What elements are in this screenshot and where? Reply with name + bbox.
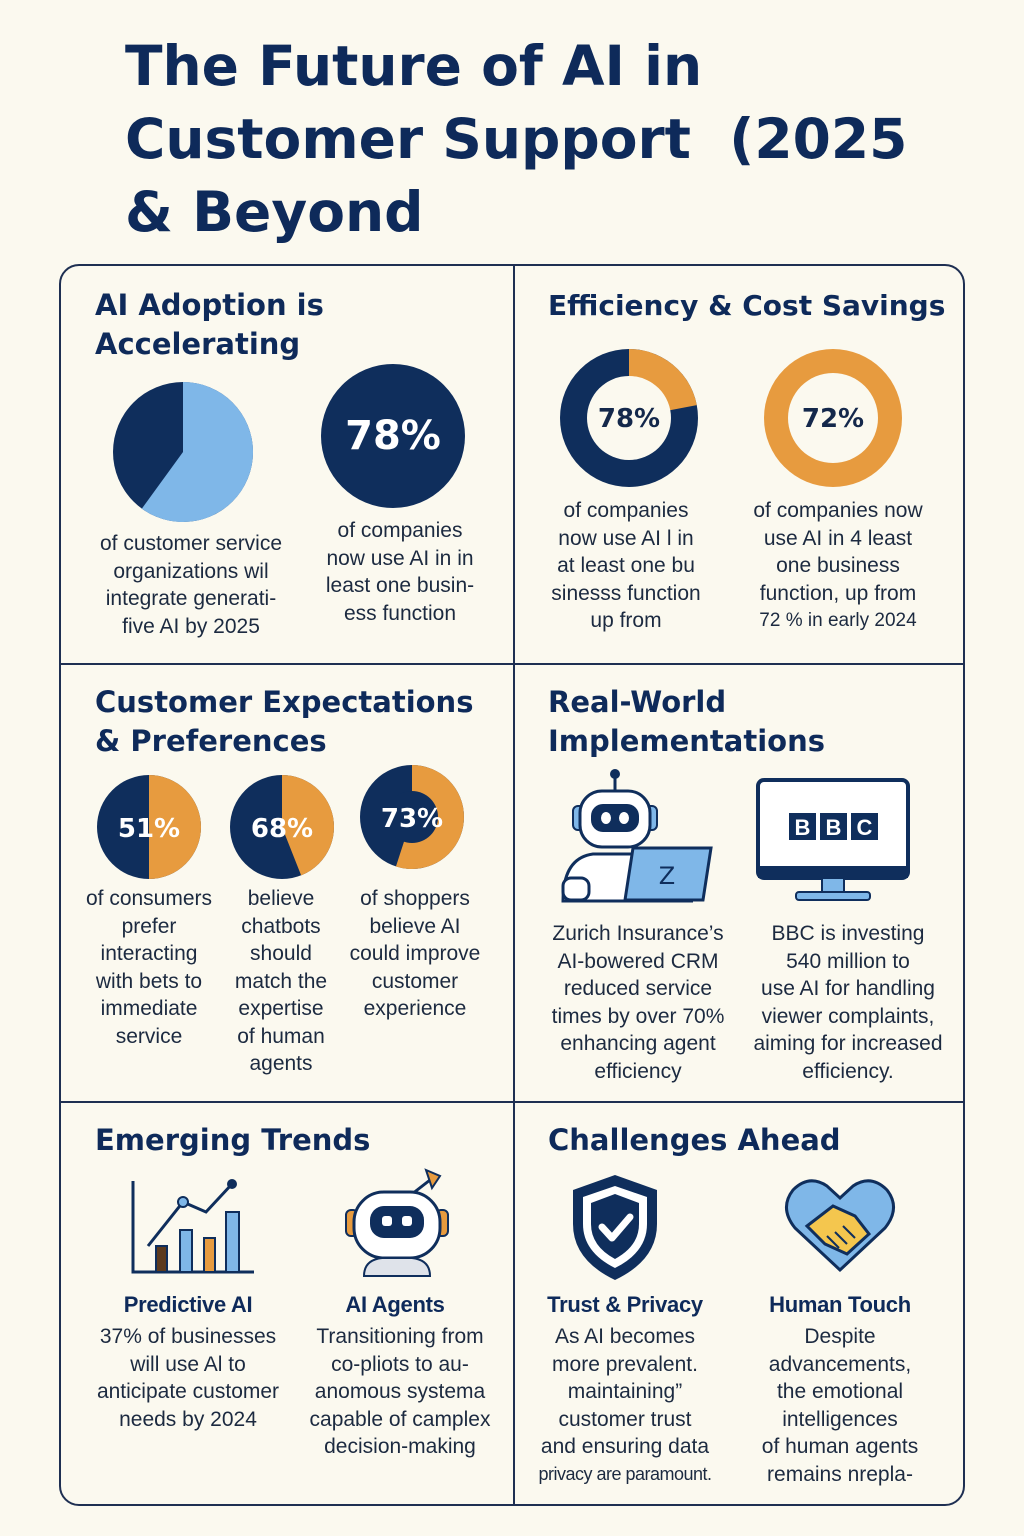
logo-letter: C: [857, 815, 873, 840]
logo-letter: B: [826, 815, 842, 840]
title-line: & Beyond: [125, 180, 424, 244]
bbc-monitor-icon: B B C: [756, 778, 910, 901]
stat-value: 73%: [381, 804, 443, 834]
trend-chart-icon: [131, 1179, 254, 1274]
implementation-caption-bbc: BBC is investing 540 million to use AI f…: [753, 922, 943, 1083]
expectation-ring-73: 73%: [360, 765, 464, 869]
ring-value: 72%: [802, 404, 864, 434]
section-heading-expectations: Customer Expectations & Preferences: [95, 685, 474, 758]
challenge-title-trust: Trust & Privacy: [547, 1292, 703, 1317]
section-heading-implementations: Real-World Implementations: [548, 685, 825, 758]
section-heading-challenges: Challenges Ahead: [548, 1123, 841, 1157]
challenge-caption-trust: As AI becomes more prevalent. maintainin…: [538, 1325, 712, 1484]
adoption-caption-left: of customer service organizations wil in…: [99, 532, 283, 638]
pie-slice: [282, 775, 334, 876]
adoption-pie-chart: [113, 382, 254, 522]
laptop-letter: Z: [659, 862, 675, 890]
handshake-heart-icon: [785, 1179, 895, 1273]
implementation-caption-zurich: Zurich Insurance’s AI-bowered CRM reduce…: [551, 922, 725, 1083]
ai-agent-robot-icon: [345, 1168, 449, 1277]
expectation-pie-68: 68%: [230, 775, 334, 879]
trend-caption-agents: Transitioning from co-pliots to au- anom…: [309, 1325, 491, 1458]
stat-value: 51%: [118, 814, 180, 844]
title-line: The Future of AI in: [125, 34, 703, 98]
efficiency-ring-78: 78%: [560, 349, 698, 487]
shield-check-icon: [573, 1175, 657, 1280]
adoption-caption-right: of companies now use AI in in least one …: [325, 519, 475, 625]
efficiency-caption-right: of companies now use AI in 4 least one b…: [753, 499, 923, 631]
trend-title-agents: AI Agents: [345, 1292, 445, 1317]
stat-value: 78%: [345, 413, 441, 459]
challenge-caption-human: Despite advancements, the emotional inte…: [761, 1325, 919, 1486]
logo-letter: B: [795, 815, 811, 840]
ring-value: 78%: [598, 404, 660, 434]
stat-value: 68%: [251, 814, 313, 844]
expectation-caption-2: believe chatbots should match the expert…: [234, 887, 328, 1075]
robot-laptop-icon: Z: [561, 769, 713, 903]
column-divider: [513, 264, 515, 1506]
expectation-caption-3: of shoppers believe AI could improve cus…: [349, 887, 481, 1020]
trend-caption-predictive: 37% of businesses will use Al to anticip…: [96, 1325, 280, 1431]
section-heading-adoption: AI Adoption is Accelerating: [95, 288, 324, 361]
stat-circle-78: 78%: [321, 364, 465, 508]
efficiency-caption-left: of companies now use AI l in at least on…: [551, 499, 701, 632]
title-line: Customer Support (2025: [125, 107, 908, 171]
challenge-title-human: Human Touch: [769, 1292, 911, 1317]
expectation-caption-1: of consumers prefer interacting with bet…: [85, 887, 213, 1048]
trend-title-predictive: Predictive AI: [123, 1292, 253, 1317]
pie-slice: [149, 775, 201, 879]
infographic-grid: [59, 264, 965, 1506]
row-divider: [59, 663, 965, 665]
page-title: The Future of AI in Customer Support (20…: [125, 30, 985, 249]
section-heading-efficiency: Efficiency & Cost Savings: [548, 289, 946, 322]
row-divider: [59, 1101, 965, 1103]
expectation-pie-51: 51%: [97, 775, 201, 879]
pie-slice: [141, 382, 254, 522]
section-heading-trends: Emerging Trends: [95, 1123, 371, 1157]
efficiency-ring-72: 72%: [764, 349, 902, 487]
